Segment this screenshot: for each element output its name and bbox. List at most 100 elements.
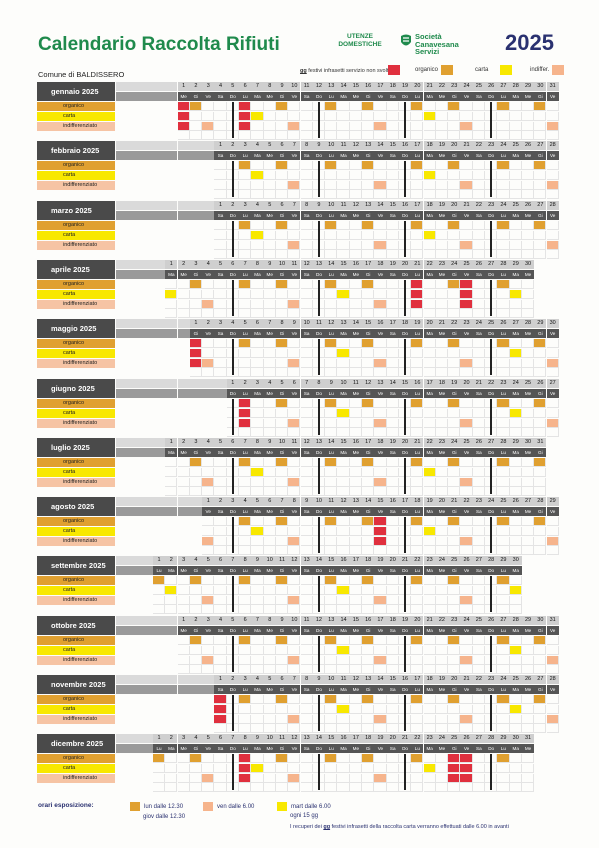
schedule-cell [423,220,436,230]
schedule-cell [534,368,547,378]
schedule-cell [263,279,276,289]
schedule-cell [251,576,264,586]
category-ind: indifferenziato [37,181,115,191]
schedule-cell [275,655,289,665]
weekday-label: Gi [189,566,203,576]
schedule-cell [239,783,252,793]
schedule-cell [362,368,375,378]
day-column: 6 Gi [275,675,289,733]
schedule-cell [251,368,264,378]
schedule-cell [177,457,190,467]
weekday-label: Ve [546,151,559,161]
schedule-cell [534,359,547,369]
schedule-cell [226,427,239,437]
schedule-cell [435,181,449,191]
schedule-cell [251,774,264,784]
day-number: 21 [398,556,412,566]
day-column: 16 Do [398,200,412,259]
schedule-cell [189,112,203,121]
sunday-divider [318,635,320,672]
schedule-cell [312,368,326,378]
footer-carta-swatch [277,802,287,811]
day-number: 6 [214,734,227,744]
schedule-cell [239,368,252,378]
schedule-cell [288,715,301,724]
day-number: 7 [251,82,264,91]
schedule-cell [435,517,449,527]
blank-day-column [116,82,129,140]
schedule-cell [263,724,276,733]
month-title: maggio 2025 [37,319,115,339]
day-column: 17 Gi [362,259,375,318]
day-column: 19 Ve [374,734,387,793]
day-number: 12 [349,200,362,210]
schedule-cell [448,249,461,259]
weekday-label: Ma [509,388,522,398]
schedule-cell [411,102,424,111]
blank-day-column [202,675,215,733]
category-ind: indifferenziato [37,715,115,724]
schedule-cell [374,122,387,131]
blank-day-column [140,556,153,614]
day-column: 3 Ve [202,82,215,140]
schedule-cell [374,339,387,349]
weekday-label: Gi [362,151,375,161]
day-column: 17 Gi [362,437,375,496]
schedule-cell [189,635,203,645]
schedule-cell [362,240,375,250]
category-ind: indifferenziato [37,240,115,250]
schedule-cell [497,240,510,250]
schedule-cell [374,537,387,547]
day-number: 27 [509,319,522,329]
schedule-cell [460,427,473,437]
schedule-cell [521,537,535,547]
schedule-cell [312,190,326,200]
day-column: 10 Gi [275,259,289,318]
schedule-cell [152,774,166,784]
weekday-label: Ve [460,329,473,339]
weekday-label: Sa [472,685,485,694]
schedule-cell [448,131,461,140]
day-number: 5 [202,734,215,744]
weekday-label: Me [263,625,276,635]
day-number: 1 [165,259,178,269]
day-column: 16 Ma [337,556,350,615]
schedule-cell [435,171,449,181]
schedule-cell [435,122,449,131]
weekday-label: Lu [239,625,252,635]
blank-day-column [165,675,178,733]
schedule-cell [460,605,473,615]
schedule-cell [337,754,350,764]
schedule-cell [214,605,227,615]
schedule-cell [472,477,485,487]
schedule-cell [177,486,190,496]
schedule-cell [239,715,252,724]
day-number: 26 [485,615,498,625]
day-column: 5 Ve [202,556,215,615]
schedule-cell [337,220,350,230]
schedule-cell [362,279,375,289]
weekday-label: Ve [374,92,387,101]
month-block: gennaio 2025 organico carta indifferenziato… [37,82,565,140]
sunday-divider [490,339,492,376]
footer-recuperi-note: I recuperi dei gg festivi infrasetti del… [290,824,509,830]
schedule-cell [448,774,461,784]
schedule-cell [521,486,535,496]
weekday-label: Gi [275,744,289,754]
blank-day-column [202,378,215,437]
schedule-cell [251,220,264,230]
schedule-cell [374,754,387,764]
blank-day-column [189,200,203,259]
weekday-label: Do [485,151,498,161]
schedule-cell [386,635,399,645]
schedule-cell [411,605,424,615]
weekday-label: Ve [460,566,473,576]
day-number: 28 [509,615,522,625]
schedule-cell [349,190,362,200]
day-column: 18 Ma [423,141,436,200]
schedule-cell [263,705,276,714]
day-number: 1 [202,497,215,507]
schedule-cell [275,695,289,704]
schedule-cell [460,664,473,674]
day-column: 4 Sa [214,615,227,674]
